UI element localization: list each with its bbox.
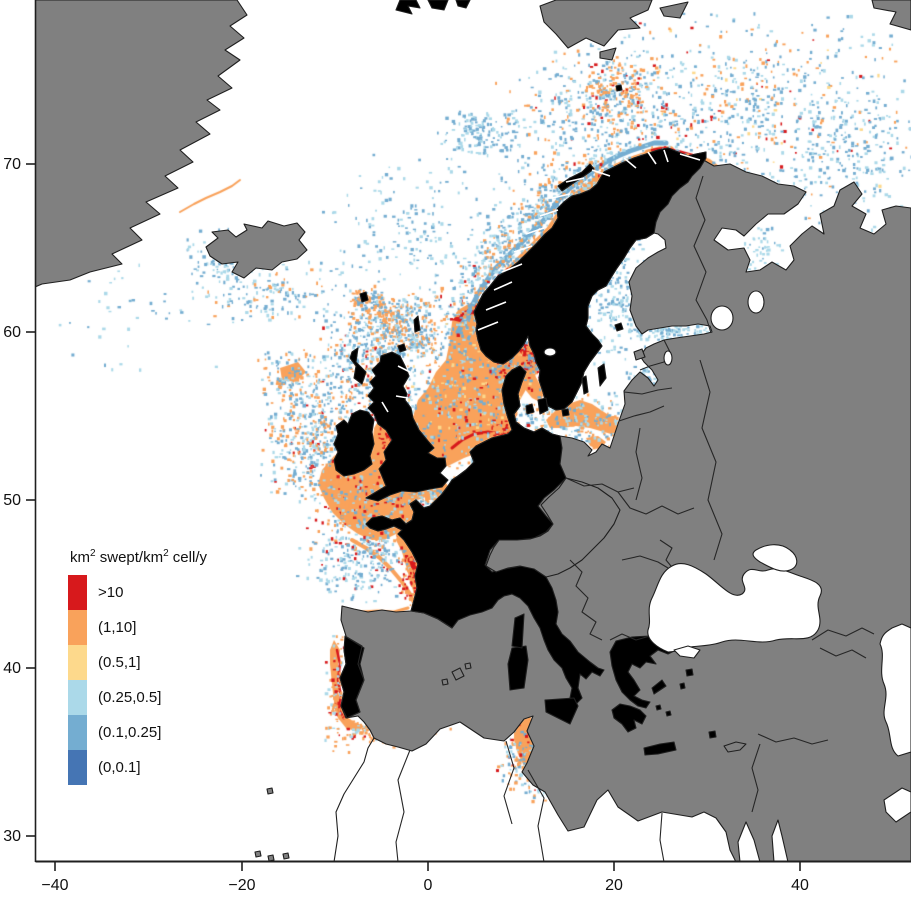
land-greenland: [35, 0, 248, 288]
fjords: [381, 149, 701, 413]
land-zealand: [537, 397, 549, 415]
land-cyprus: [723, 741, 747, 753]
y-tick-label: 40: [3, 660, 21, 677]
y-tick-label: 70: [3, 156, 21, 173]
land-canary-3: [282, 852, 290, 860]
legend-label: (0.5,1]: [98, 654, 141, 671]
land-saaremaa: [633, 348, 646, 361]
land-crete: [643, 741, 677, 756]
land-scandinavia-black: [473, 147, 707, 411]
land-aland: [614, 322, 624, 332]
legend-swatch: [68, 645, 87, 680]
legend-item: >10: [68, 575, 207, 610]
legend-swatch: [68, 750, 87, 785]
lake-peipus: [663, 350, 673, 366]
x-tick-labels: −40 −20 0 20 40: [41, 877, 809, 894]
land-topedge-2: [427, 0, 449, 11]
land-cyclades-2: [665, 710, 672, 717]
x-tick-label: 20: [605, 877, 623, 894]
land-menorca: [464, 662, 472, 670]
legend-item: (0,0.1]: [68, 750, 207, 785]
country-borders: [344, 175, 875, 862]
legend-label: >10: [98, 584, 124, 601]
sea-persian-gulf: [883, 787, 911, 823]
x-tick-label: 40: [791, 877, 809, 894]
y-tick-label: 30: [3, 828, 21, 845]
legend-item: (0.5,1]: [68, 645, 207, 680]
legend-swatch: [68, 715, 87, 750]
land-peloponnese: [611, 703, 647, 733]
land-mallorca: [451, 667, 465, 681]
land-oland: [581, 375, 589, 395]
x-tick-label: −40: [41, 877, 68, 894]
land-fyn: [525, 403, 535, 415]
sea-caspian: [879, 623, 911, 757]
y-tick-label: 60: [3, 324, 21, 341]
land-iceland: [205, 220, 308, 279]
legend-swatch: [68, 575, 87, 610]
land-lesbos: [685, 668, 694, 677]
land-gotland: [597, 363, 607, 387]
land-cyclades-1: [655, 704, 662, 711]
tick-marks: [26, 163, 801, 871]
land-ibiza: [441, 678, 449, 686]
sea-azov: [752, 544, 798, 572]
legend-label: (0.25,0.5]: [98, 689, 162, 706]
land-corsica: [511, 613, 525, 649]
sea-black-sea: [647, 563, 822, 653]
land-arctic-corner: [871, 0, 911, 31]
land-hebrides: [349, 347, 367, 385]
land-euboea: [651, 679, 667, 695]
legend-title: km2 swept/km2 cell/y: [70, 548, 207, 566]
axes: −40 −20 0 20 40 70 60 50 40 30: [3, 0, 911, 894]
legend-items: >10 (1,10] (0.5,1] (0.25,0.5] (0.1,0.25] (0,0…: [68, 575, 207, 785]
land-sicily: [544, 697, 579, 725]
x-tick-label: −20: [228, 877, 255, 894]
legend-label: (0,0.1]: [98, 759, 141, 776]
legend-label: (0.1,0.25]: [98, 724, 162, 741]
land-lofoten: [557, 163, 595, 192]
land-canary-2: [267, 854, 275, 862]
land-orkney: [397, 343, 407, 353]
y-tick-label: 50: [3, 492, 21, 509]
legend-item: (0.1,0.25]: [68, 715, 207, 750]
land-faroes: [359, 291, 369, 303]
land-canary-1: [254, 850, 262, 858]
land-britain: [365, 351, 449, 502]
land-madeira: [266, 787, 274, 795]
land-sardinia: [507, 645, 529, 691]
land-central-europe-grey: [485, 477, 621, 578]
legend-label: (1,10]: [98, 619, 137, 636]
land-chios: [679, 682, 686, 690]
x-tick-label: 0: [424, 877, 433, 894]
land-ireland: [333, 409, 375, 477]
land-svalbard-south: [599, 47, 617, 61]
land-bear-island: [615, 84, 623, 92]
lake-onega: [747, 290, 765, 314]
land-topedge-1: [395, 0, 421, 15]
legend-swatch: [68, 680, 87, 715]
land-svalbard: [539, 0, 653, 49]
legend-swatch: [68, 610, 87, 645]
land-shetland: [413, 315, 421, 333]
legend: km2 swept/km2 cell/y >10 (1,10] (0.5,1] (0.…: [68, 548, 207, 785]
land-west-europe-black: [365, 365, 605, 705]
land-topedge-3: [455, 0, 471, 9]
sea-marmara: [673, 645, 701, 659]
y-tick-labels: 70 60 50 40 30: [3, 156, 21, 845]
land-svalbard-east: [659, 1, 689, 19]
lake-vanern: [543, 347, 557, 357]
lake-ladoga: [710, 305, 734, 331]
land-rhodes: [708, 730, 717, 739]
legend-item: (0.25,0.5]: [68, 680, 207, 715]
land-bornholm: [561, 408, 570, 417]
legend-item: (1,10]: [68, 610, 207, 645]
